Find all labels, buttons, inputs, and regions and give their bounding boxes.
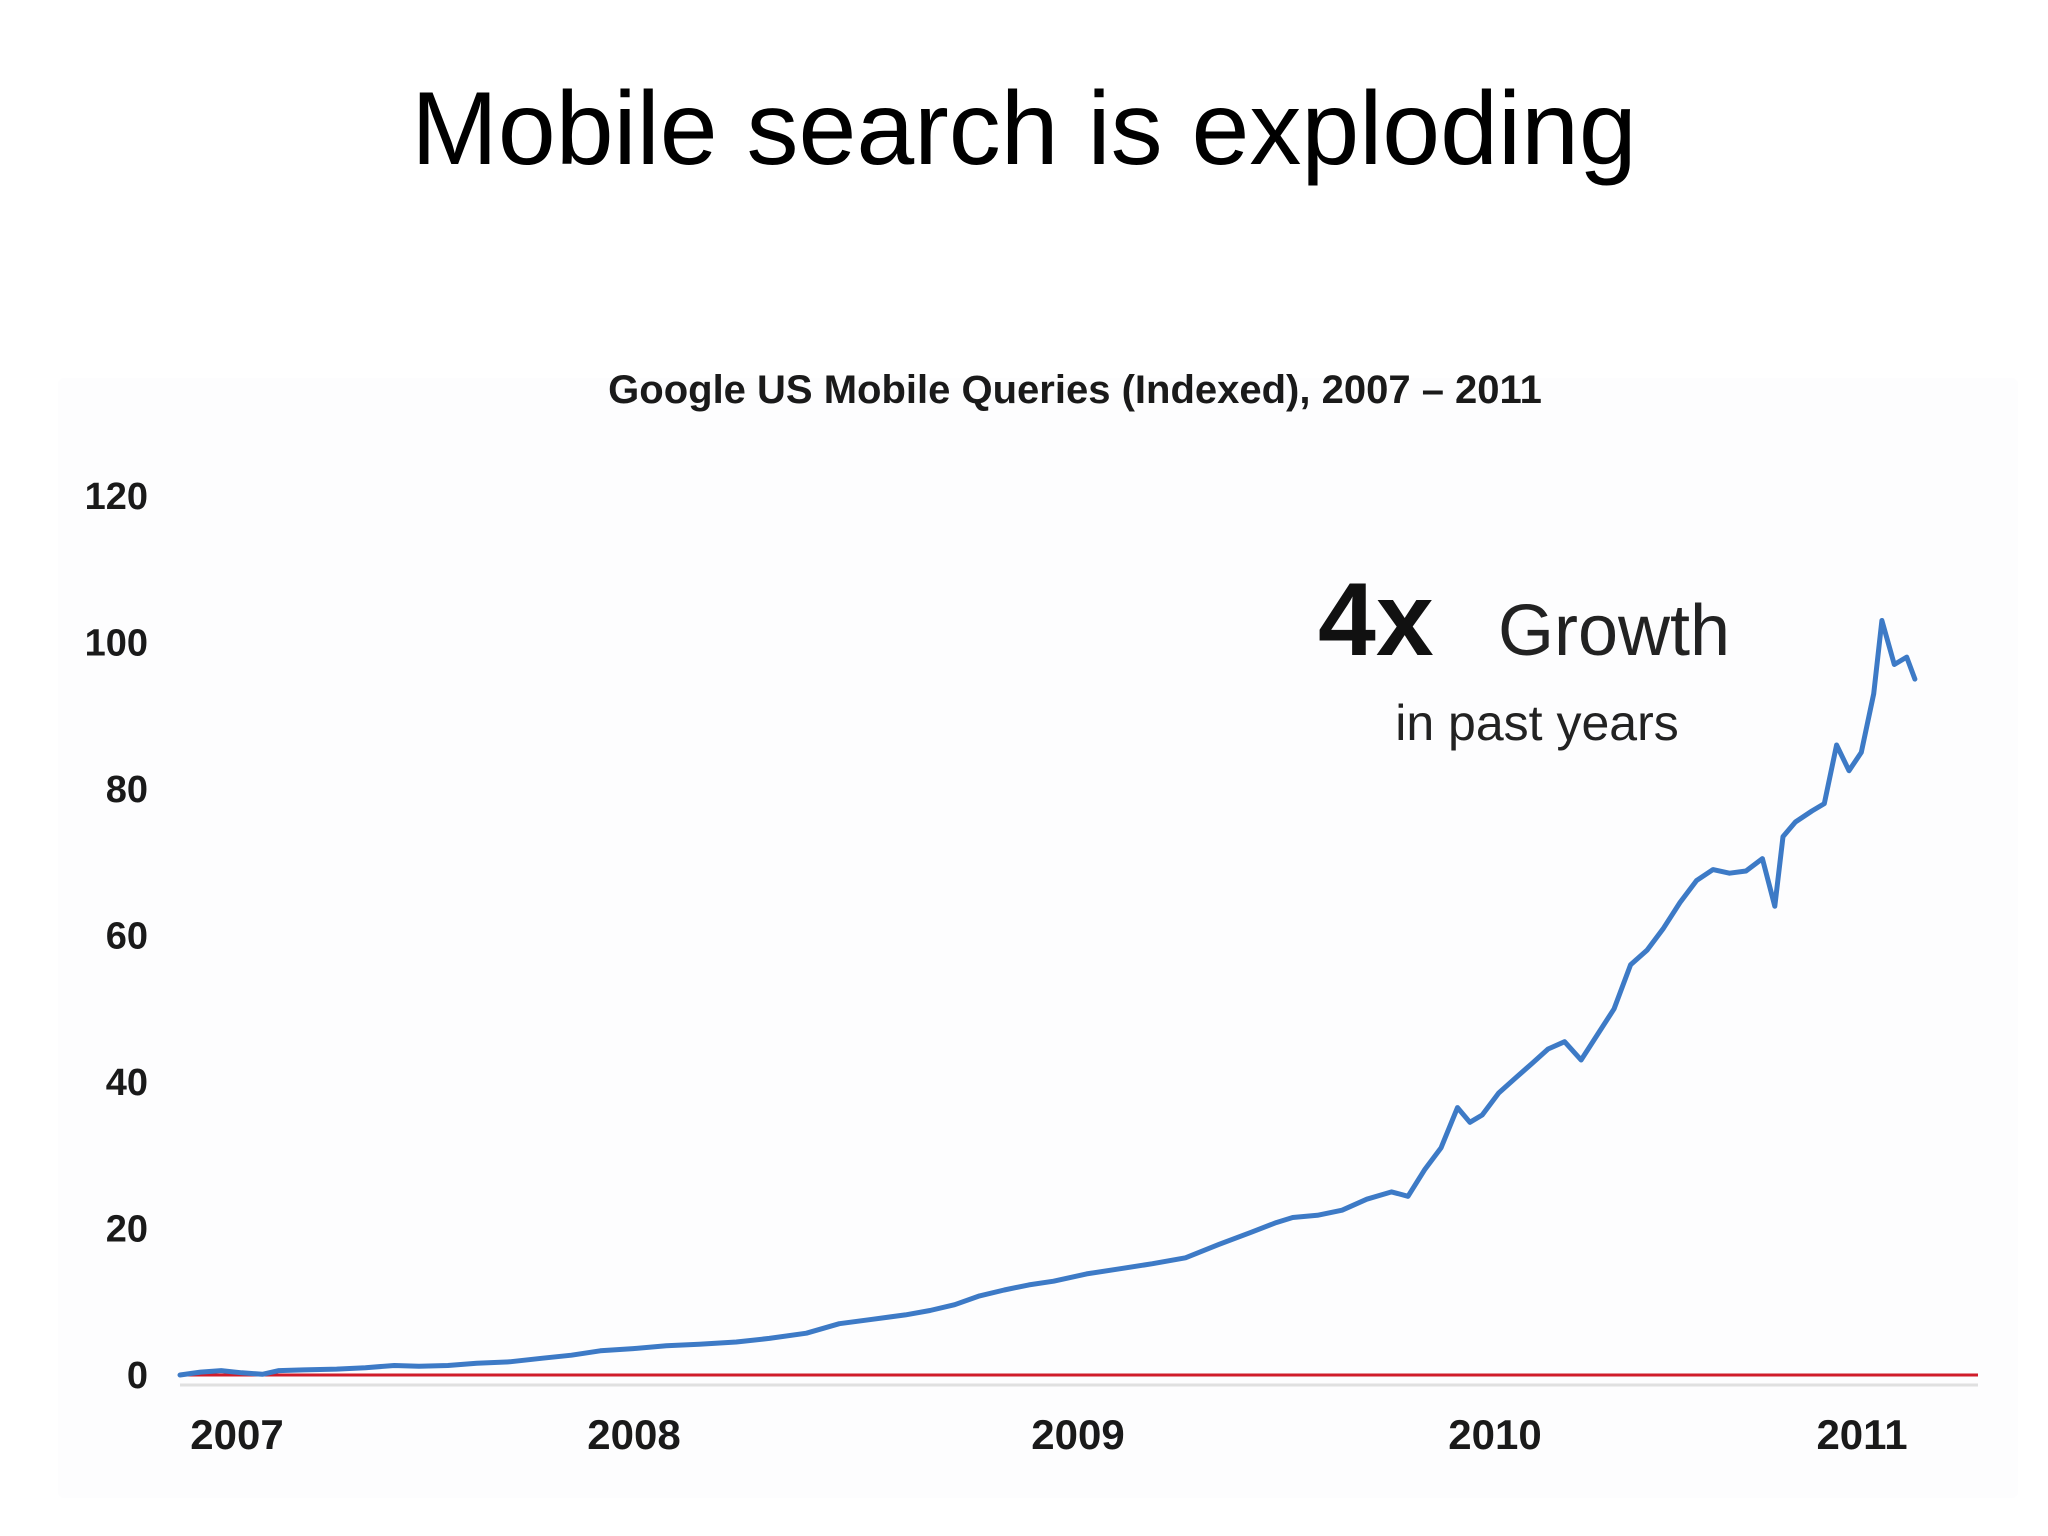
x-tick-label: 2010	[1448, 1411, 1541, 1458]
y-axis-ticks: 0 20 40 60 80 100 120	[85, 476, 148, 1397]
annotation-multiplier: 4x	[1318, 562, 1434, 678]
y-tick-label: 40	[106, 1062, 148, 1104]
y-tick-label: 120	[85, 476, 148, 518]
series-layer	[177, 618, 1918, 1378]
y-tick-label: 100	[85, 623, 148, 665]
y-tick-label: 0	[127, 1355, 148, 1397]
chart-title: Google US Mobile Queries (Indexed), 2007…	[608, 368, 1542, 412]
annotation-growth-word: Growth	[1498, 591, 1730, 671]
x-tick-label: 2008	[587, 1411, 680, 1458]
y-tick-label: 60	[106, 916, 148, 958]
y-tick-label: 20	[106, 1209, 148, 1251]
series-line	[177, 618, 1918, 1378]
chart-panel	[58, 378, 2018, 1498]
x-axis-ticks: 2007 2008 2009 2010 2011	[190, 1411, 1907, 1458]
annotation-subtext: in past years	[1395, 695, 1678, 751]
x-tick-label: 2009	[1031, 1411, 1124, 1458]
slide-title: Mobile search is exploding	[411, 71, 1637, 187]
x-tick-label: 2011	[1816, 1411, 1907, 1458]
y-tick-label: 80	[106, 769, 148, 811]
x-tick-label: 2007	[190, 1411, 283, 1458]
